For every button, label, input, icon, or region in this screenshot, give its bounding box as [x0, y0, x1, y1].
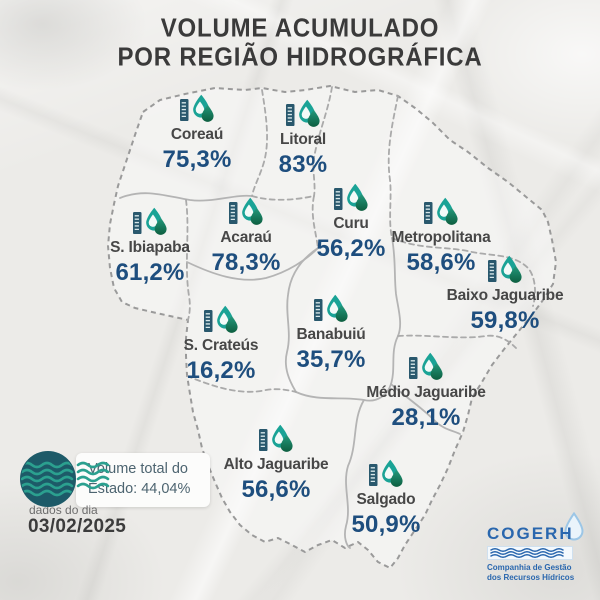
logo-waves-icon: [487, 546, 573, 560]
region-value: 61,2%: [115, 259, 185, 286]
region-acarau: Acaraú 78,3%: [171, 196, 321, 277]
cogerh-logo: COGERH Companhia de Gestão dos Recursos …: [487, 512, 597, 584]
region-label: Alto Jaguaribe: [223, 456, 329, 473]
ruler-water-drops-icon: [131, 206, 169, 240]
region-s-crateus: S. Crateús 16,2%: [146, 304, 296, 385]
page-title: VOLUME ACUMULADO POR REGIÃO HIDROGRÁFICA: [0, 14, 600, 73]
region-baixo-jaguaribe: Baixo Jaguaribe 59,8%: [420, 254, 590, 335]
region-litoral: Litoral 83%: [228, 98, 378, 179]
region-value: 58,6%: [406, 249, 476, 276]
region-salgado: Salgado 50,9%: [311, 458, 461, 539]
water-waves-circle-icon: [20, 451, 110, 507]
region-coreau: Coreaú 75,3%: [122, 93, 272, 174]
region-label: Salgado: [356, 491, 416, 508]
region-label: Baixo Jaguaribe: [446, 287, 564, 304]
region-label: S. Ibiapaba: [110, 239, 190, 256]
region-s-ibiapaba: S. Ibiapaba 61,2%: [75, 206, 225, 287]
ruler-water-drops-icon: [486, 254, 524, 288]
region-label: Banabuiú: [296, 326, 366, 343]
region-value: 56,6%: [241, 476, 311, 503]
title-line-1: VOLUME ACUMULADO: [160, 14, 440, 43]
logo-subtitle-line-1: Companhia de Gestão: [487, 563, 572, 572]
region-label: Metropolitana: [391, 229, 491, 246]
ruler-water-drops-icon: [312, 293, 350, 327]
region-value: 35,7%: [296, 346, 366, 373]
region-value: 83%: [278, 151, 328, 178]
ruler-water-drops-icon: [422, 196, 460, 230]
footnote-date: 03/02/2025: [28, 516, 127, 537]
region-label: Coreaú: [170, 126, 224, 143]
region-label: Curu: [333, 215, 369, 232]
region-label: Médio Jaguaribe: [366, 384, 486, 401]
logo-subtitle-line-2: dos Recursos Hídricos: [487, 573, 575, 583]
region-value: 28,1%: [391, 404, 461, 431]
region-metropolitana: Metropolitana 58,6%: [356, 196, 526, 277]
region-value: 16,2%: [186, 357, 256, 384]
region-label: Acaraú: [220, 229, 272, 246]
region-value: 78,3%: [211, 249, 281, 276]
ruler-water-drops-icon: [407, 351, 445, 385]
region-medio-jaguaribe: Médio Jaguaribe 28,1%: [341, 351, 511, 432]
title-line-2: POR REGIÃO HIDROGRÁFICA: [117, 43, 483, 73]
region-value: 59,8%: [470, 307, 540, 334]
region-label: S. Crateús: [183, 337, 259, 354]
region-value: 75,3%: [162, 146, 232, 173]
region-label: Litoral: [280, 131, 326, 148]
ruler-water-drops-icon: [284, 98, 322, 132]
region-value: 50,9%: [351, 511, 421, 538]
ruler-water-drops-icon: [202, 304, 240, 338]
region-alto-jaguaribe: Alto Jaguaribe 56,6%: [191, 423, 361, 504]
region-curu: Curu 56,2%: [276, 182, 426, 263]
ruler-water-drops-icon: [227, 196, 265, 230]
logo-name: COGERH: [487, 524, 574, 543]
ruler-water-drops-icon: [178, 93, 216, 127]
state-total-line-1: Volume total do: [88, 461, 188, 477]
state-total-line-2: Estado: 44,04%: [88, 480, 191, 497]
water-drop-icon: [564, 512, 584, 541]
region-banabuiu: Banabuiú 35,7%: [256, 293, 406, 374]
ruler-water-drops-icon: [257, 423, 295, 457]
ruler-water-drops-icon: [367, 458, 405, 492]
region-value: 56,2%: [316, 235, 386, 262]
